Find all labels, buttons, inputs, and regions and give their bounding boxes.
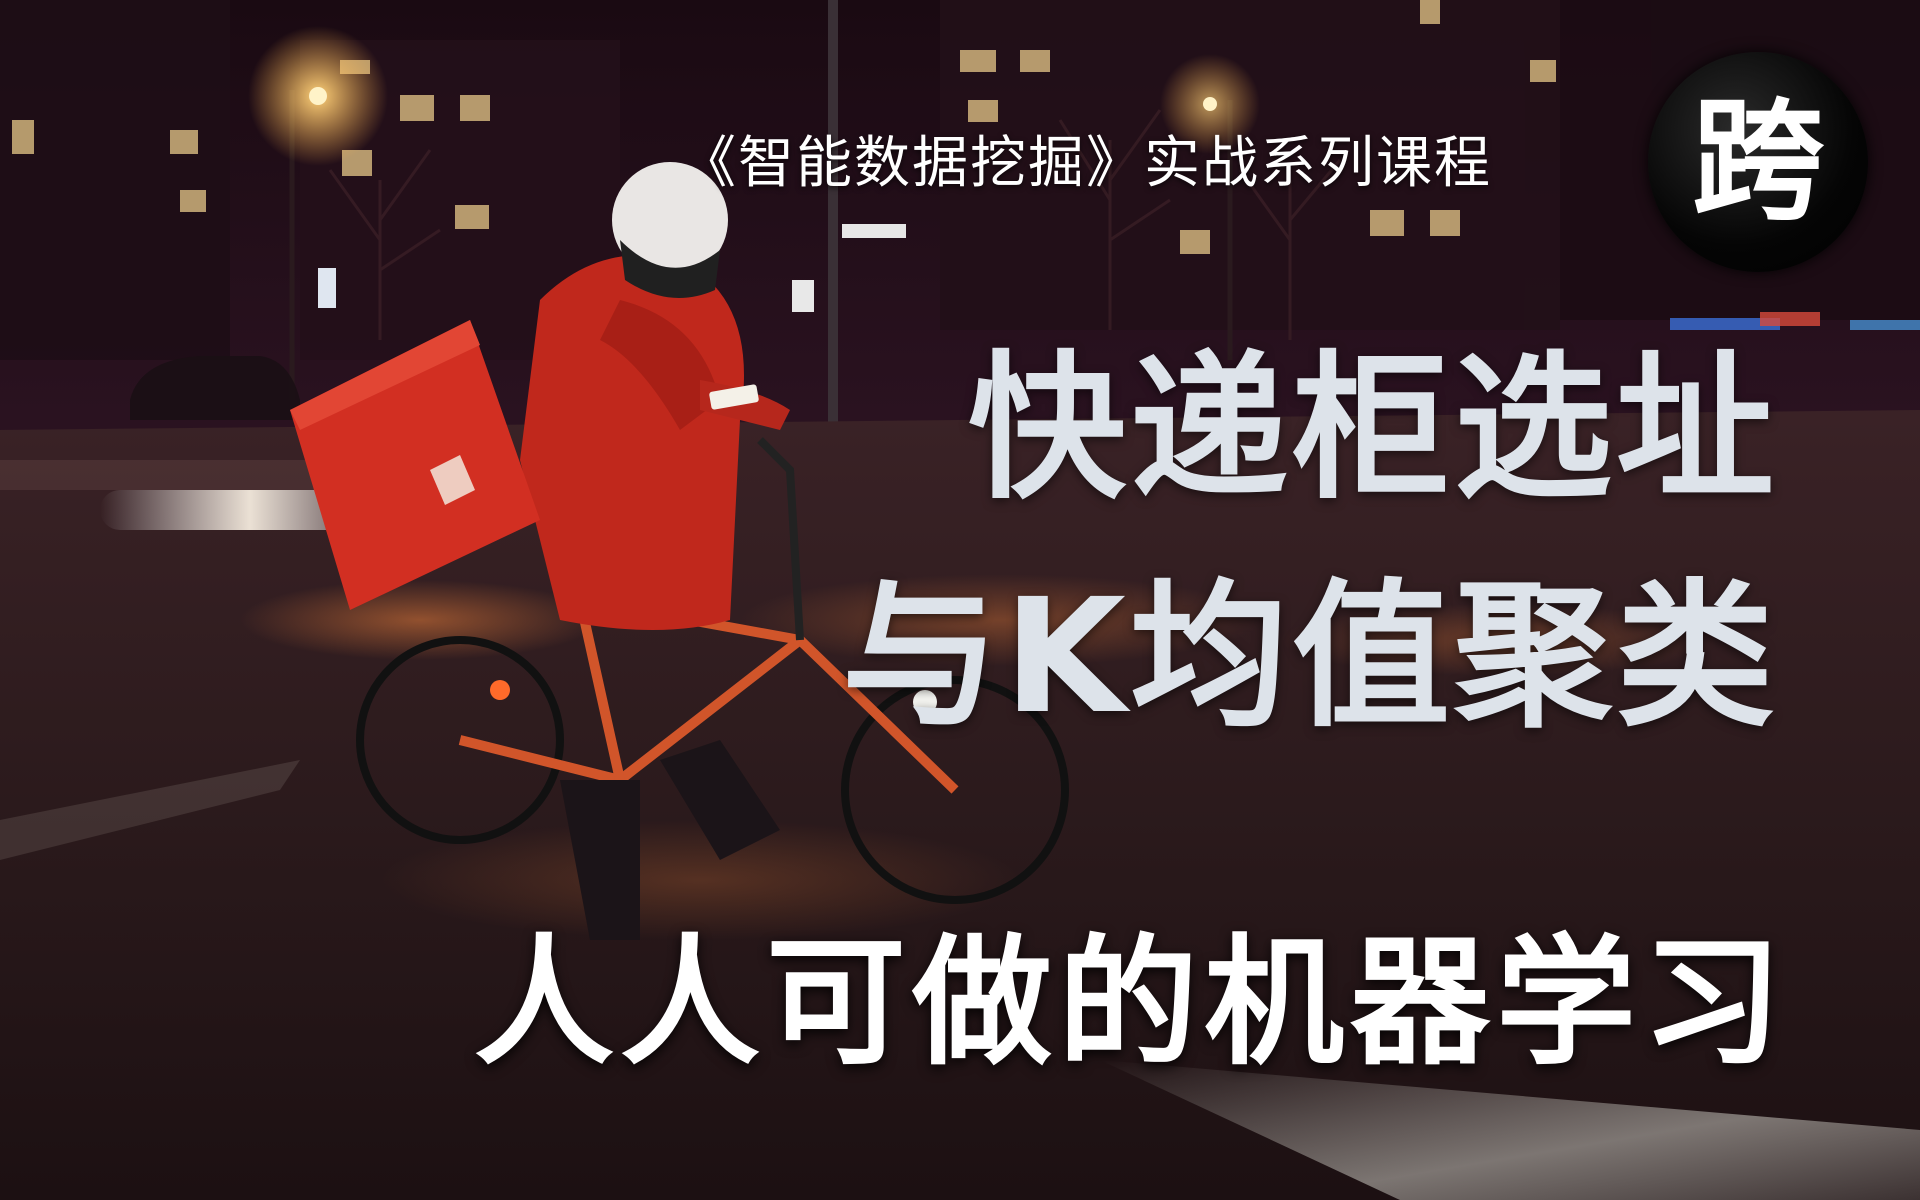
delivery-rider: [520, 162, 790, 940]
badge-label: 跨: [1692, 85, 1824, 239]
title-line-1: 快递柜选址: [968, 337, 1778, 521]
road-reflections: [0, 574, 1920, 1200]
signpost: [318, 0, 906, 440]
shop-lights: [1670, 312, 1920, 330]
course-series-subtitle: 《智能数据挖掘》实战系列课程: [680, 131, 1492, 196]
bicycle: [356, 437, 1069, 904]
cross-badge: 跨: [1648, 52, 1868, 272]
title-line-2: 与K均值聚类: [841, 565, 1778, 749]
street-lamps: [248, 26, 1260, 400]
tagline: 人人可做的机器学习: [473, 922, 1788, 1085]
delivery-backpack: [290, 320, 540, 610]
bare-trees: [328, 109, 1342, 340]
parked-car: [130, 356, 300, 420]
